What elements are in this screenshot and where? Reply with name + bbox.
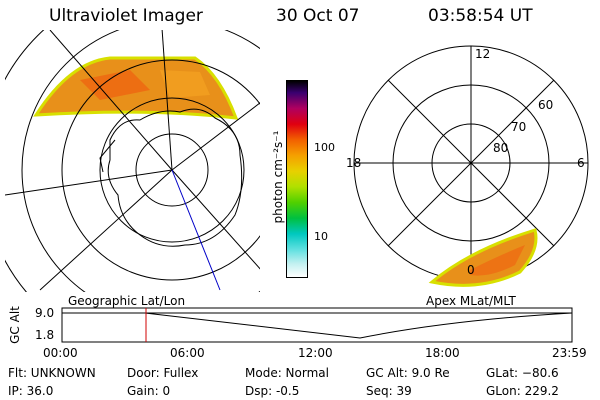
aurora-swath-apex [428, 228, 538, 287]
colorbar-tick-100: 100 [314, 141, 335, 154]
info-dsp: Dsp: -0.5 [245, 384, 300, 398]
mlat-label-80: 80 [493, 141, 509, 155]
mlat-label-60: 60 [538, 98, 554, 112]
altitude-ytick-9: 9.0 [35, 306, 55, 320]
continent-outline [107, 108, 243, 247]
left-panel-label: Geographic Lat/Lon [68, 294, 186, 308]
info-gc-alt: GC Alt: 9.0 Re [366, 366, 450, 380]
date-label: 30 Oct 07 [276, 6, 360, 26]
colorbar-tick-10: 10 [314, 230, 328, 243]
info-door: Door: Fullex [127, 366, 199, 380]
mlt-label-12: 12 [475, 47, 491, 61]
mlt-label-6: 6 [577, 156, 585, 170]
xtick-1800: 18:00 [425, 346, 460, 360]
xtick-2359: 23:59 [552, 346, 587, 360]
sun-meridian [171, 169, 221, 291]
right-panel-label: Apex MLat/MLT [426, 294, 516, 308]
mlt-label-18: 18 [346, 156, 362, 170]
xtick-0600: 06:00 [170, 346, 205, 360]
info-glon: GLon: 229.2 [486, 384, 559, 398]
info-glat: GLat: −80.6 [486, 366, 559, 380]
altitude-ytick-1.8: 1.8 [35, 328, 55, 342]
instrument-title: Ultraviolet Imager [49, 6, 203, 26]
time-label: 03:58:54 UT [428, 6, 533, 26]
info-gain: Gain: 0 [127, 384, 171, 398]
info-seq: Seq: 39 [366, 384, 412, 398]
info-flt: Flt: UNKNOWN [8, 366, 96, 380]
mlt-label-0: 0 [467, 263, 475, 277]
colorbar [286, 80, 308, 278]
xtick-1200: 12:00 [298, 346, 333, 360]
info-mode: Mode: Normal [245, 366, 329, 380]
xtick-0000: 00:00 [43, 346, 78, 360]
altitude-ylabel: GC Alt [8, 306, 22, 344]
mlat-label-70: 70 [511, 120, 527, 134]
info-ip: IP: 36.0 [8, 384, 54, 398]
